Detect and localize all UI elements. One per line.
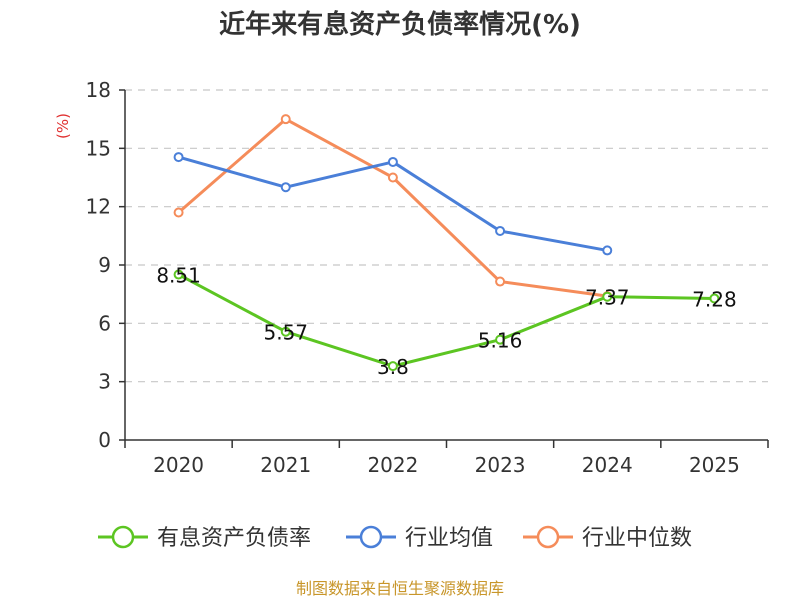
legend-swatch-marker bbox=[536, 525, 560, 549]
series-2 bbox=[173, 114, 613, 302]
y-axis-unit: (%) bbox=[54, 113, 72, 139]
axes: 0 3 6 9 12 15 18 2020 2021 2022 2023 2024 2025 bbox=[86, 78, 769, 477]
y-tick-label: 3 bbox=[98, 370, 111, 394]
series-1 bbox=[173, 152, 613, 256]
point-2-2021[interactable] bbox=[280, 114, 291, 125]
point-0-2025[interactable] bbox=[709, 293, 720, 304]
legend-item-2[interactable]: 行业中位数 bbox=[523, 525, 692, 551]
legend-label: 有息资产负债率 bbox=[157, 526, 311, 551]
x-tick-label-2020: 2020 bbox=[153, 453, 204, 477]
legend-swatch-marker bbox=[111, 525, 135, 549]
y-tick-label: 0 bbox=[98, 428, 111, 452]
point-1-2022[interactable] bbox=[387, 156, 398, 167]
point-0-2024[interactable] bbox=[602, 291, 613, 302]
source-note: 制图数据来自恒生聚源数据库 bbox=[296, 579, 504, 598]
y-tick-label: 6 bbox=[98, 311, 111, 335]
x-tick-label-2021: 2021 bbox=[260, 453, 311, 477]
data-labels: 8.51 5.57 3.8 5.16 7.37 7.28 bbox=[156, 264, 736, 380]
point-2-2023[interactable] bbox=[495, 276, 506, 287]
y-tick-label: 15 bbox=[86, 136, 111, 160]
data-label-2023: 5.16 bbox=[478, 329, 523, 353]
legend-label: 行业均值 bbox=[405, 526, 493, 551]
series-group bbox=[173, 114, 720, 372]
chart-title: 近年来有息资产负债率情况(%) bbox=[219, 9, 581, 40]
y-tick-label: 12 bbox=[86, 195, 111, 219]
series-0 bbox=[173, 269, 720, 372]
data-label-2021: 5.57 bbox=[263, 321, 308, 345]
point-2-2022[interactable] bbox=[387, 172, 398, 183]
point-2-2020[interactable] bbox=[173, 207, 184, 218]
point-1-2024[interactable] bbox=[602, 245, 613, 256]
point-0-2021[interactable] bbox=[280, 326, 291, 337]
x-tick-label-2023: 2023 bbox=[475, 453, 526, 477]
data-label-2020: 8.51 bbox=[156, 264, 201, 288]
data-label-2022: 3.8 bbox=[377, 355, 409, 379]
point-0-2023[interactable] bbox=[495, 334, 506, 345]
legend-item-0[interactable]: 有息资产负债率 bbox=[98, 525, 311, 551]
point-1-2020[interactable] bbox=[173, 152, 184, 163]
x-tick-label-2024: 2024 bbox=[582, 453, 633, 477]
legend-swatch-marker bbox=[359, 525, 383, 549]
data-label-2025: 7.28 bbox=[692, 287, 737, 311]
x-tick-label-2022: 2022 bbox=[367, 453, 418, 477]
x-tick-label-2025: 2025 bbox=[689, 453, 740, 477]
legend-item-1[interactable]: 行业均值 bbox=[346, 525, 493, 551]
legend[interactable]: 有息资产负债率 行业均值 行业中位数 bbox=[98, 525, 692, 551]
point-0-2022[interactable] bbox=[387, 361, 398, 372]
y-tick-label: 9 bbox=[98, 253, 111, 277]
series-line-1 bbox=[178, 155, 608, 252]
point-1-2023[interactable] bbox=[495, 225, 506, 236]
series-line-0 bbox=[177, 273, 715, 368]
y-tick-label: 18 bbox=[86, 78, 111, 102]
point-0-2020[interactable] bbox=[173, 269, 184, 280]
legend-label: 行业中位数 bbox=[582, 526, 692, 551]
point-1-2021[interactable] bbox=[280, 182, 291, 193]
grid bbox=[125, 89, 768, 383]
data-label-2024: 7.37 bbox=[585, 286, 630, 310]
series-line-2 bbox=[177, 117, 608, 298]
